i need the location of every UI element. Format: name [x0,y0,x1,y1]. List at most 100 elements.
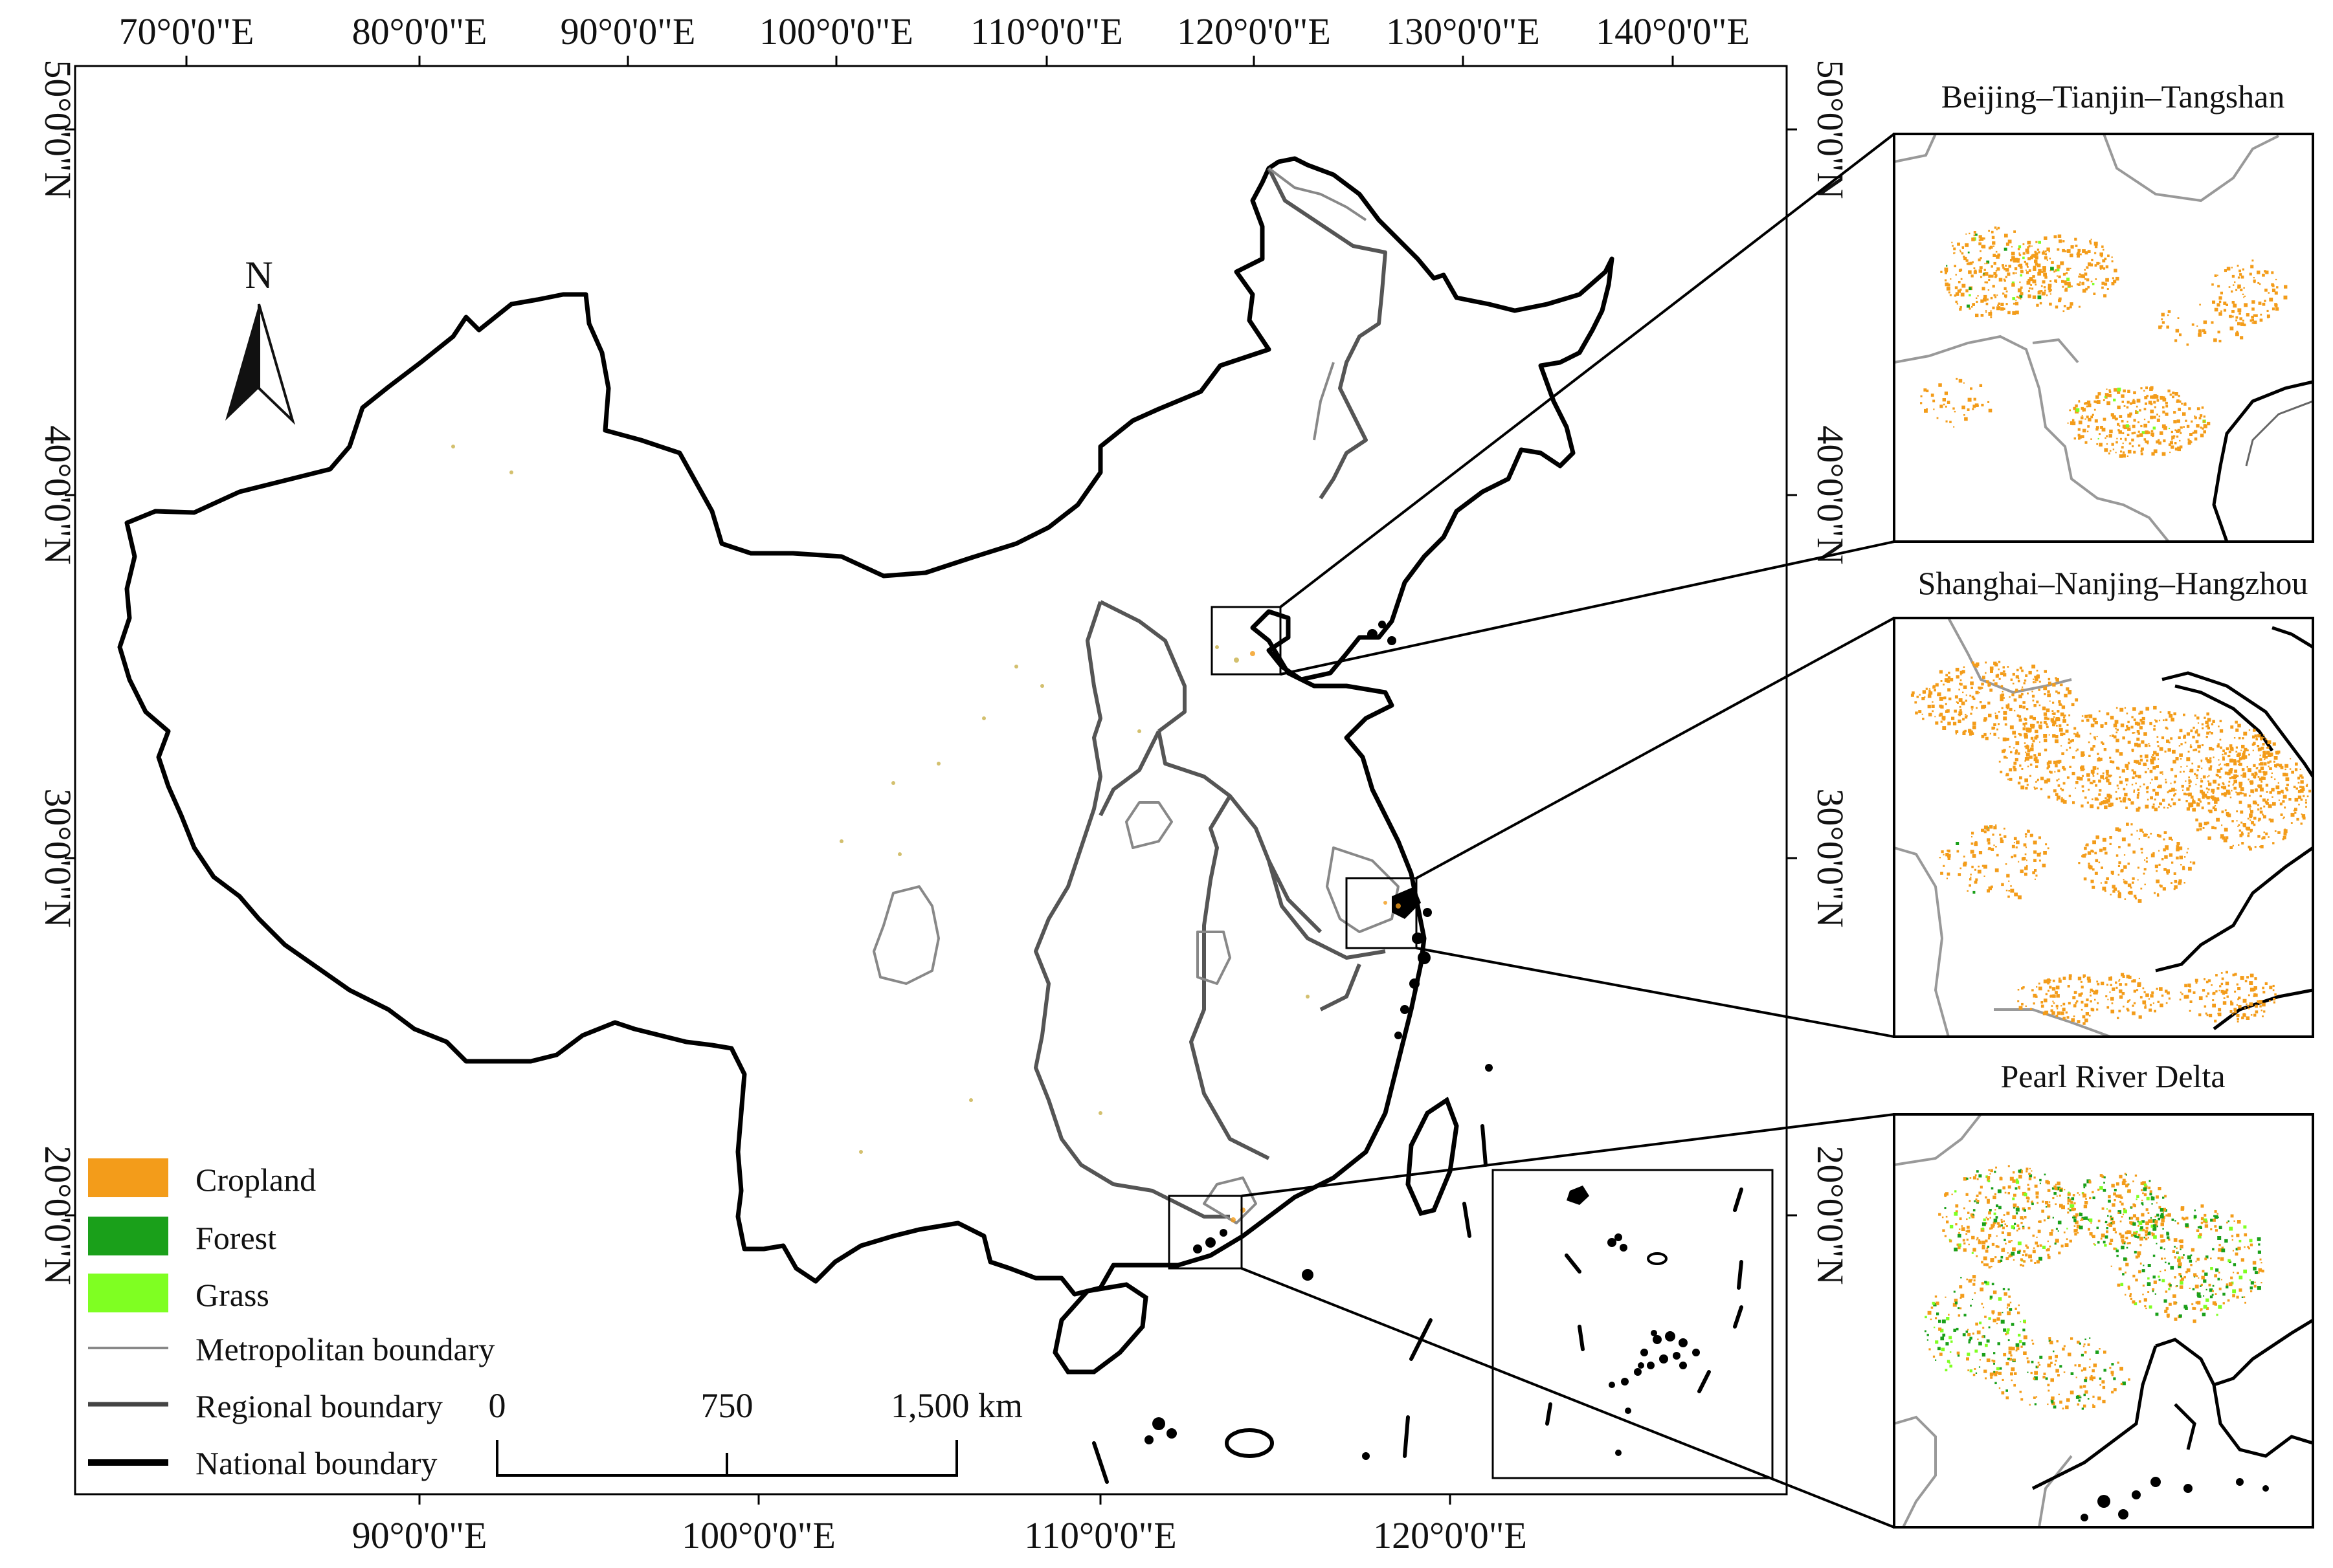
landcover-speck [1938,1320,1941,1323]
landcover-speck [2260,845,2264,848]
landcover-speck [2109,843,2112,845]
landcover-speck [1967,1226,1970,1229]
landcover-speck [2128,1217,2132,1220]
landcover-speck [2221,977,2224,980]
landcover-speck [2233,284,2235,286]
landcover-speck [2048,1337,2051,1340]
landcover-speck [1988,713,1992,718]
landcover-speck [2176,847,2180,852]
landcover-speck [2093,718,2097,721]
landcover-speck [2026,1357,2029,1360]
landcover-speck [1972,1373,1976,1376]
landcover-speck [2193,1275,2196,1278]
landcover-speck [2233,1272,2235,1274]
landcover-speck [2217,1012,2222,1017]
landcover-speck [2070,245,2074,249]
landcover-speck [2234,1010,2237,1013]
landcover-speck [2049,302,2052,306]
landcover-speck [2180,991,2182,993]
landcover-speck [2260,1010,2262,1011]
landcover-speck [2015,302,2019,305]
landcover-speck [1988,1326,1991,1329]
landcover-speck [2176,436,2179,438]
landcover-speck [2015,300,2017,302]
landcover-speck [2207,421,2211,426]
landcover-speck [2090,781,2092,784]
landcover-speck [2211,723,2214,725]
landcover-speck [2149,1190,2152,1193]
landcover-speck [2134,1250,2137,1253]
landcover-speck [2248,729,2251,731]
landcover-speck [2103,248,2104,251]
dashed-boundary-segments [1092,1124,1488,1484]
landcover-speck [2011,246,2013,248]
landcover-speck [2090,263,2093,267]
landcover-speck [2055,1239,2059,1243]
landcover-speck [2050,1009,2053,1012]
landcover-speck [2003,278,2005,281]
landcover-speck [2236,983,2238,986]
landcover-speck [1991,1310,1995,1314]
landcover-speck [2082,854,2086,858]
landcover-speck [2270,819,2274,823]
landcover-speck [1991,848,1994,850]
landcover-speck [2060,788,2062,790]
landcover-speck [2026,859,2027,861]
landcover-speck [2164,1269,2166,1272]
landcover-speck [1954,410,1956,413]
landcover-speck [2158,806,2160,808]
landcover-speck [2027,1360,2030,1364]
landcover-speck [2255,788,2258,791]
landcover-speck [2240,289,2243,292]
landcover-speck [2015,259,2018,262]
landcover-speck [2201,806,2204,810]
landcover-speck [2019,764,2022,767]
landcover-speck [2130,887,2132,889]
landcover-speck [2046,1206,2048,1208]
landcover-speck [2103,847,2106,851]
landcover-speck [1912,691,1915,694]
landcover-speck [2151,991,2154,994]
landcover-speck [2237,322,2240,326]
landcover-speck [2143,390,2145,392]
landcover-speck [2030,256,2033,259]
landcover-speck [2219,720,2222,723]
landcover-speck [2022,701,2026,704]
landcover-speck [2215,990,2218,993]
landcover-speck [2194,416,2197,419]
landcover-speck [2038,836,2041,839]
landcover-speck [2149,745,2150,747]
landcover-speck [2081,415,2083,417]
landcover-speck [2218,1287,2222,1290]
landcover-speck [2106,1006,2110,1009]
landcover-speck [2073,1219,2077,1222]
landcover-speck [2085,287,2088,291]
landcover-speck [1968,1340,1970,1342]
box-pearl-river-delta [1168,1195,1243,1270]
landcover-speck [2006,757,2008,759]
landcover-speck [2024,725,2026,727]
landcover-speck [2015,1349,2018,1352]
landcover-speck [2300,823,2303,825]
landcover-speck [2178,1262,2182,1266]
landcover-speck [2260,746,2264,750]
landcover-speck [1958,711,1963,715]
landcover-speck [2253,1285,2257,1288]
bottom-axis-label: 110°0'0"E [1024,1514,1177,1556]
landcover-speck [2134,1302,2138,1305]
landcover-speck [1945,1342,1949,1346]
landcover-speck [1967,1329,1969,1331]
landcover-speck [2274,764,2277,767]
landcover-speck [2109,735,2111,737]
landcover-speck [2263,831,2265,834]
landcover-speck [2207,727,2210,730]
landcover-speck [2119,776,2121,778]
landcover-speck [1988,312,1993,316]
landcover-speck [2067,422,2069,424]
landcover-speck [2139,711,2143,714]
landcover-speck [1936,1312,1939,1316]
landcover-speck [2236,792,2240,796]
landcover-speck [2153,415,2156,419]
landcover-speck [1927,694,1932,698]
landcover-speck [2178,846,2183,850]
